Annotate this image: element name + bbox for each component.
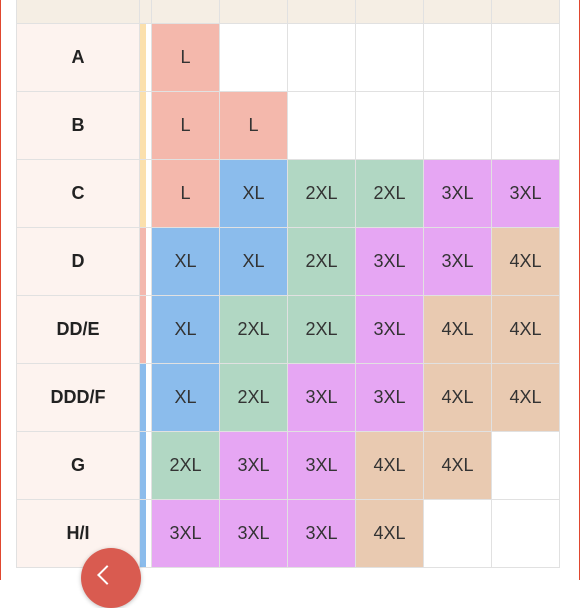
table-row: DD/E XL 2XL 2XL 3XL 4XL 4XL [16,295,560,364]
size-cell: L [151,23,220,92]
size-cell: 2XL [355,159,424,228]
size-cell: 2XL [287,159,356,228]
size-cell: XL [219,227,288,296]
size-cell [423,91,492,160]
size-cell: 2XL [219,363,288,432]
size-cell [287,23,356,92]
cup-group-indicator [140,296,146,363]
header-cell [139,0,152,24]
chevron-left-icon [97,565,117,585]
size-cell [219,23,288,92]
band-size-label: A [16,23,140,92]
size-cell: L [219,91,288,160]
size-cell: 2XL [151,431,220,500]
size-chart-table: A L B L L C L XL 2XL 2XL 3XL 3XL D XL XL 2XL 3XL 3XL 4XL DD… [16,0,560,568]
size-cell [355,23,424,92]
cup-group-indicator [140,364,146,431]
back-button[interactable] [81,548,141,608]
band-size-label: DD/E [16,295,140,364]
size-cell: 3XL [287,363,356,432]
band-size-label: H/I [16,499,140,568]
header-cell [219,0,288,24]
size-cell: 3XL [151,499,220,568]
size-cell: 4XL [355,431,424,500]
size-cell: 3XL [287,499,356,568]
size-cell: 3XL [355,295,424,364]
band-size-label: B [16,91,140,160]
size-cell: XL [151,363,220,432]
header-cell [16,0,140,24]
size-cell: 3XL [423,227,492,296]
cup-group-strip [139,431,152,500]
size-cell [287,91,356,160]
size-cell: 3XL [219,499,288,568]
size-cell [491,91,560,160]
size-cell: 3XL [355,363,424,432]
cup-group-strip [139,227,152,296]
header-cell [355,0,424,24]
cup-group-indicator [140,160,146,227]
size-cell: XL [151,295,220,364]
size-cell [355,91,424,160]
cup-group-indicator [140,92,146,159]
cup-group-strip [139,23,152,92]
size-cell: 3XL [491,159,560,228]
size-cell: L [151,91,220,160]
band-size-label: D [16,227,140,296]
cup-group-indicator [140,228,146,295]
table-row: H/I 3XL 3XL 3XL 4XL [16,499,560,568]
table-header-row [16,0,560,24]
band-size-label: C [16,159,140,228]
size-cell: 3XL [287,431,356,500]
cup-group-strip [139,363,152,432]
header-cell [491,0,560,24]
cup-group-strip [139,499,152,568]
table-row: DDD/F XL 2XL 3XL 3XL 4XL 4XL [16,363,560,432]
size-cell: 4XL [491,363,560,432]
cup-group-strip [139,91,152,160]
table-row: D XL XL 2XL 3XL 3XL 4XL [16,227,560,296]
cup-group-strip [139,159,152,228]
size-cell: 4XL [423,363,492,432]
table-row: C L XL 2XL 2XL 3XL 3XL [16,159,560,228]
size-cell [491,431,560,500]
header-cell [287,0,356,24]
size-cell [423,499,492,568]
cup-group-indicator [140,24,146,91]
size-cell: 4XL [355,499,424,568]
size-cell [491,23,560,92]
cup-group-indicator [140,432,146,499]
header-cell [151,0,220,24]
size-cell: 2XL [219,295,288,364]
cup-group-indicator [140,500,146,567]
size-cell: XL [151,227,220,296]
band-size-label: DDD/F [16,363,140,432]
table-row: G 2XL 3XL 3XL 4XL 4XL [16,431,560,500]
size-cell: 4XL [491,227,560,296]
size-cell: 4XL [491,295,560,364]
size-cell: 4XL [423,431,492,500]
cup-group-strip [139,295,152,364]
band-size-label: G [16,431,140,500]
size-cell [491,499,560,568]
size-cell: XL [219,159,288,228]
header-cell [423,0,492,24]
size-cell: 4XL [423,295,492,364]
size-cell: 3XL [423,159,492,228]
size-cell [423,23,492,92]
size-cell: 3XL [219,431,288,500]
size-chart-body: A L B L L C L XL 2XL 2XL 3XL 3XL D XL XL 2XL 3XL 3XL 4XL DD… [16,0,560,568]
size-cell: 2XL [287,295,356,364]
size-cell: 2XL [287,227,356,296]
size-cell: 3XL [355,227,424,296]
size-cell: L [151,159,220,228]
